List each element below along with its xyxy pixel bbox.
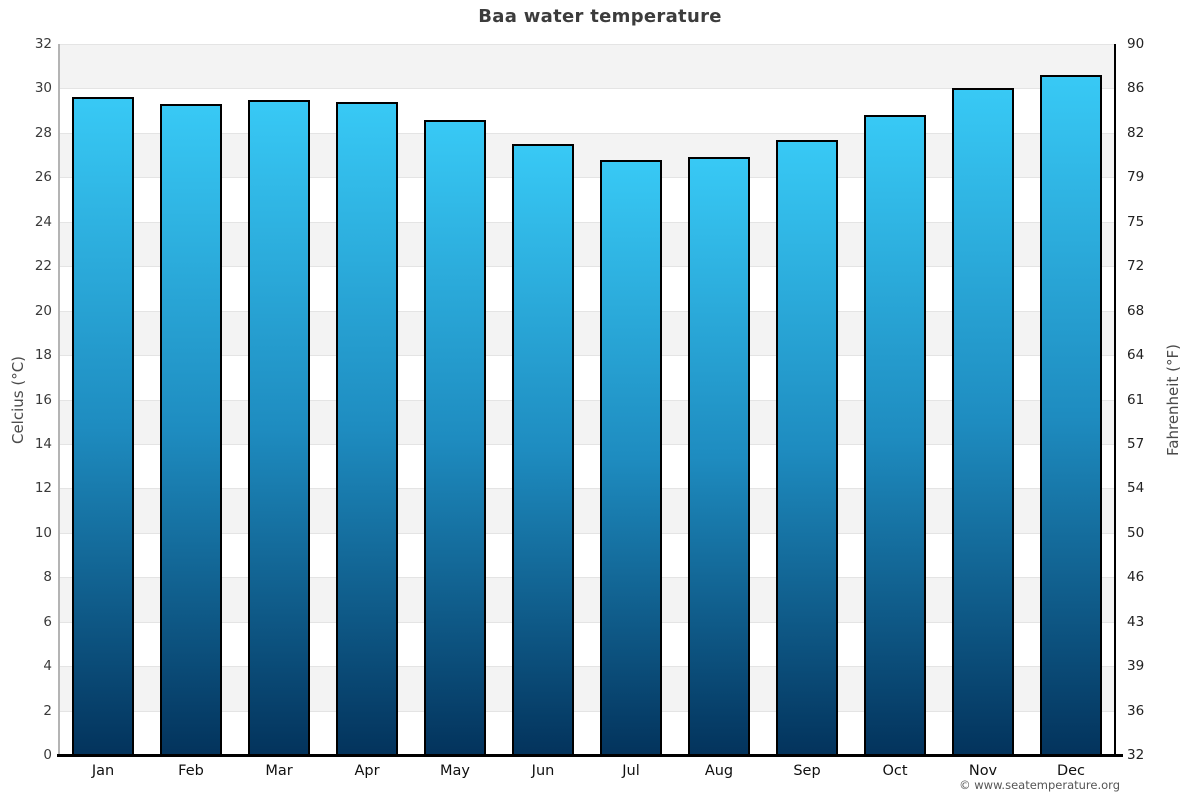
fahrenheit-tick: 43 (1127, 613, 1145, 630)
fahrenheit-tick: 61 (1127, 391, 1145, 408)
fahrenheit-tick: 90 (1127, 36, 1145, 52)
month-tick-mar: Mar (265, 763, 293, 779)
fahrenheit-tick: 54 (1127, 480, 1145, 497)
month-tick-aug: Aug (704, 763, 734, 779)
bar-aug (688, 157, 750, 755)
month-tick-sep: Sep (793, 763, 821, 779)
celsius-tick: 20 (34, 302, 52, 319)
fahrenheit-tick: 64 (1127, 347, 1145, 364)
bar-mar (248, 99, 310, 755)
fahrenheit-tick: 75 (1127, 213, 1145, 230)
celsius-tick: 26 (34, 169, 52, 186)
grid-band (59, 88, 1115, 133)
grid-band (59, 621, 1115, 667)
attribution-link[interactable]: © www.seatemperature.org (959, 778, 1120, 792)
bar-nov (952, 88, 1014, 755)
right-axis-line (1114, 44, 1116, 757)
bar-oct (864, 115, 926, 755)
celsius-tick: 14 (34, 435, 52, 452)
fahrenheit-tick: 82 (1127, 124, 1145, 141)
celsius-tick: 18 (34, 347, 52, 364)
grid-band (59, 666, 1115, 711)
bottom-axis-line (57, 754, 1123, 757)
grid-band (59, 399, 1115, 444)
celsius-tick: 4 (43, 658, 52, 675)
month-tick-feb: Feb (178, 763, 204, 779)
bar-jun (512, 143, 574, 755)
grid-band (59, 44, 1115, 89)
celsius-tick: 8 (43, 569, 52, 586)
month-tick-jul: Jul (622, 763, 640, 779)
celsius-tick: 24 (34, 213, 52, 230)
grid-band (59, 710, 1115, 755)
fahrenheit-tick: 57 (1127, 435, 1145, 452)
month-tick-jun: Jun (531, 763, 555, 779)
grid-band (59, 132, 1115, 178)
grid-band (59, 443, 1115, 489)
bar-sep (776, 139, 838, 755)
fahrenheit-tick: 32 (1127, 747, 1145, 763)
month-tick-oct: Oct (882, 763, 908, 779)
month-tick-jan: Jan (91, 763, 115, 779)
grid-band (59, 310, 1115, 356)
celsius-tick: 12 (34, 480, 52, 497)
grid-band (59, 532, 1115, 578)
fahrenheit-tick: 36 (1127, 702, 1145, 719)
celsius-tick: 10 (34, 524, 52, 541)
grid-band (59, 577, 1115, 622)
bar-dec (1040, 75, 1102, 755)
fahrenheit-tick: 72 (1127, 258, 1145, 275)
celsius-tick: 22 (34, 258, 52, 275)
grid-band (59, 177, 1115, 222)
left-axis-line (58, 44, 60, 755)
celsius-tick: 32 (34, 36, 52, 52)
grid-band (59, 488, 1115, 533)
fahrenheit-tick: 86 (1127, 80, 1145, 97)
fahrenheit-tick: 50 (1127, 524, 1145, 541)
celsius-tick: 0 (43, 747, 52, 763)
celsius-tick: 28 (34, 124, 52, 141)
month-tick-apr: Apr (354, 763, 380, 779)
celsius-tick: 30 (34, 80, 52, 97)
bar-apr (336, 101, 398, 755)
grid-band (59, 355, 1115, 400)
month-tick-may: May (440, 763, 470, 779)
month-tick-nov: Nov (968, 763, 998, 779)
bar-may (424, 119, 486, 755)
fahrenheit-tick: 79 (1127, 169, 1145, 186)
celsius-tick: 6 (43, 613, 52, 630)
celsius-tick: 2 (43, 702, 52, 719)
fahrenheit-tick: 68 (1127, 302, 1145, 319)
chart-title: Baa water temperature (478, 6, 722, 27)
month-tick-dec: Dec (1056, 763, 1086, 779)
celsius-tick: 16 (34, 391, 52, 408)
plot-area (59, 44, 1115, 755)
grid-band (59, 221, 1115, 267)
fahrenheit-tick: 46 (1127, 569, 1145, 586)
bar-jan (72, 97, 134, 755)
grid-band (59, 266, 1115, 311)
fahrenheit-tick: 39 (1127, 658, 1145, 675)
bar-jul (600, 159, 662, 755)
bar-feb (160, 103, 222, 755)
